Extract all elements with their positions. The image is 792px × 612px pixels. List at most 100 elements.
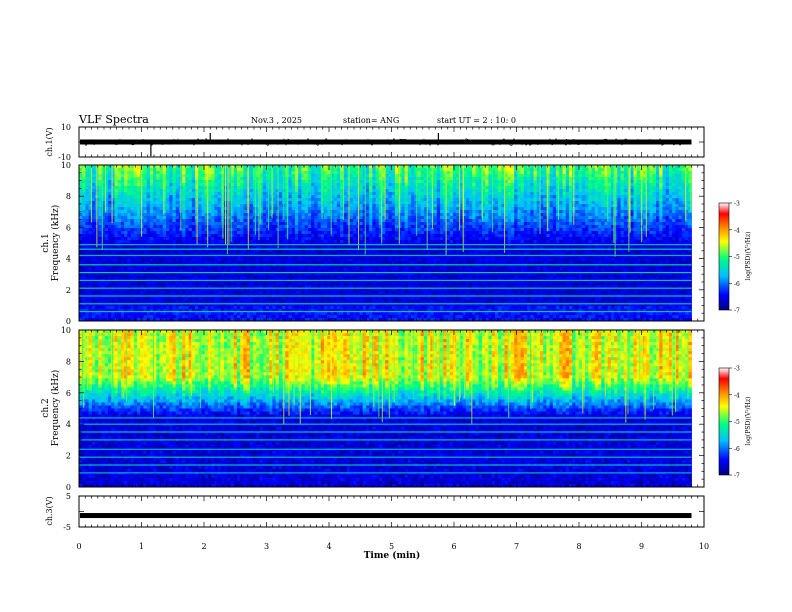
spectrogram-cell [372, 303, 376, 307]
spectrogram-cell [217, 288, 222, 292]
spectrogram-cell [259, 240, 264, 244]
spectrogram-cell [253, 300, 257, 304]
spectrogram-cell [224, 267, 228, 271]
spectrogram-cell [330, 255, 335, 259]
spectrogram-cell [346, 237, 351, 241]
start-time-label: start UT = 2 : 10: 0 [437, 116, 516, 125]
spectrogram-cell [259, 252, 264, 256]
spectrogram-cell [169, 249, 173, 253]
spectrogram-cell [230, 315, 235, 319]
spectrogram-cell [311, 261, 315, 265]
spectrogram-cell [188, 270, 193, 274]
spectrogram-cell [108, 168, 112, 172]
spectrogram-cell [369, 267, 373, 271]
spectrogram-cell [365, 297, 370, 301]
spectrogram-cell [382, 261, 386, 265]
spectrogram-cell [166, 240, 170, 244]
spectrogram-cell [111, 171, 115, 175]
spectrogram-cell [175, 225, 180, 229]
spectrogram-cell [140, 240, 144, 244]
spectrogram-cell [169, 189, 173, 193]
spectrogram-cell [172, 249, 177, 253]
spectrogram-cell [133, 222, 138, 226]
spectrogram-cell [207, 261, 212, 265]
spectrogram-cell [262, 303, 267, 307]
spectrogram-cell [207, 264, 212, 268]
spectrogram-cell [353, 222, 357, 226]
spectrogram-cell [111, 261, 115, 265]
spectrogram-cell [185, 282, 189, 286]
spectrogram-cell [111, 213, 115, 217]
spectrogram-cell [378, 276, 383, 280]
spectrogram-cell [301, 267, 306, 271]
spectrogram-cell [359, 195, 364, 199]
spectrogram-cell [117, 168, 122, 172]
spectrogram-cell [259, 231, 264, 235]
spectrogram-cell [101, 261, 106, 265]
spectrogram-cell [130, 225, 135, 229]
spectrogram-cell [124, 234, 128, 238]
spectrogram-cell [82, 267, 86, 271]
spectrogram-cell [233, 225, 238, 229]
spectrogram-cell [175, 219, 180, 223]
spectrogram-cell [111, 189, 115, 193]
spectrogram-cell [101, 207, 106, 211]
spectrogram-cell [201, 213, 206, 217]
spectrogram-cell [104, 276, 109, 280]
spectrogram-cell [349, 168, 354, 172]
spectrogram-cell [198, 198, 202, 202]
ch1-ytick-top: 10 [61, 123, 71, 132]
spectrogram-cell [104, 189, 109, 193]
spectrogram-cell [272, 270, 277, 274]
spectrogram-cell [365, 237, 370, 241]
spectrogram-cell [120, 168, 125, 172]
spectrogram-cell [378, 234, 383, 238]
spectrogram-cell [294, 216, 299, 220]
spectrogram-cell [353, 192, 357, 196]
spectrogram-cell [359, 291, 364, 295]
spectrogram-cell [156, 267, 160, 271]
spectrogram-cell [120, 261, 125, 265]
spectrogram-cell [233, 309, 238, 313]
spectrogram-cell [156, 183, 160, 187]
spectrogram-cell [378, 267, 383, 271]
spectrogram-cell [95, 264, 99, 268]
spectrogram-cell [133, 216, 138, 220]
spectrogram-cell [88, 276, 93, 280]
spectrogram-cell [356, 285, 360, 289]
spectrogram-cell [233, 261, 238, 265]
spectrogram-cell [359, 315, 364, 319]
spectrogram-cell [314, 189, 318, 193]
spectrogram-cell [372, 165, 376, 169]
spectrogram-cell [349, 228, 354, 232]
spectrogram-cell [375, 204, 380, 208]
spectrogram-cell [253, 168, 257, 172]
spectrogram-cell [111, 207, 115, 211]
spectrogram-cell [327, 252, 331, 256]
spectrogram-cell [349, 303, 354, 307]
spectrogram-cell [353, 240, 357, 244]
spectrogram-cell [117, 288, 122, 292]
spectrogram-cell [162, 222, 167, 226]
spectrogram-cell [343, 240, 347, 244]
spectrogram-cell [166, 255, 170, 259]
spectrogram-cell [108, 186, 112, 190]
spectrogram-cell [214, 249, 219, 253]
spectrogram-cell [130, 276, 135, 280]
spectrogram-cell [265, 174, 270, 178]
spectrogram-cell [343, 300, 347, 304]
spectrogram-cell [114, 240, 119, 244]
spectrogram-cell [191, 264, 196, 268]
spectrogram-cell [198, 216, 202, 220]
spectrogram-cell [133, 246, 138, 250]
spectrogram-cell [378, 285, 383, 289]
spectrogram-cell [91, 246, 96, 250]
spectrogram-cell [101, 195, 106, 199]
spectrogram-cell [198, 246, 202, 250]
spectrogram-cell [369, 195, 373, 199]
spectrogram-cell [182, 201, 186, 205]
spectrogram-cell [369, 204, 373, 208]
spectrogram-cell [278, 273, 283, 277]
spectrogram-cell [278, 174, 283, 178]
spectrogram-cell [114, 288, 119, 292]
